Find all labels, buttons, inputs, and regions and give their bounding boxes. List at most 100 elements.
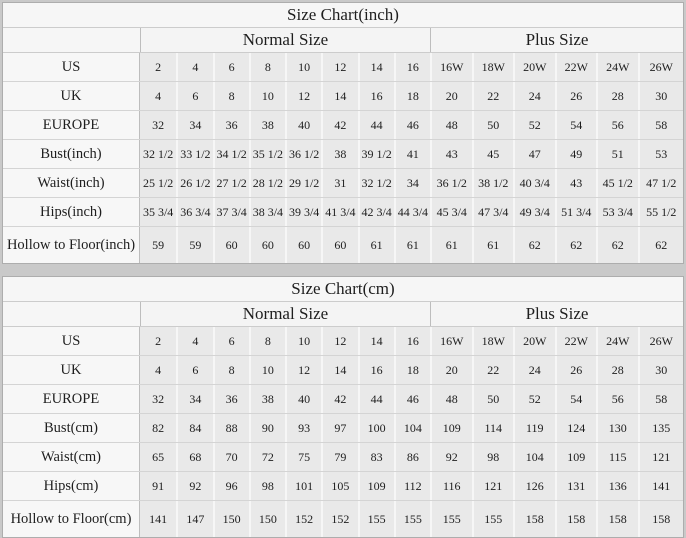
size-cell: 48 (430, 111, 472, 139)
size-cell: 62 (554, 227, 596, 263)
size-cell: 24 (513, 356, 555, 384)
table-row: Bust(inch) 32 1/2 33 1/2 34 1/2 35 1/2 36 1/2… (3, 140, 683, 169)
table-row: Waist(inch) 25 1/2 26 1/2 27 1/2 28 1/2 29 1/… (3, 169, 683, 198)
size-cell: 20 (430, 356, 472, 384)
size-cell: 24 (513, 82, 555, 110)
size-cell: 100 (357, 414, 394, 442)
size-cell: 155 (430, 501, 472, 537)
size-cell: 8 (248, 53, 285, 81)
size-cell: 141 (140, 501, 177, 537)
corner-cell (3, 28, 140, 52)
size-cell: 35 1/2 (248, 140, 285, 168)
size-cell: 62 (513, 227, 555, 263)
size-cell: 92 (430, 443, 472, 471)
size-cell: 98 (248, 472, 285, 500)
size-cell: 58 (637, 385, 683, 413)
table-row: Hips(inch) 35 3/4 36 3/4 37 3/4 38 3/4 39 3/4… (3, 198, 683, 227)
size-cell: 90 (248, 414, 285, 442)
size-cell: 45 1/2 (596, 169, 638, 197)
size-cell: 54 (554, 385, 596, 413)
row-label: Hollow to Floor(inch) (3, 227, 140, 263)
size-cell: 6 (176, 82, 213, 110)
size-cell: 35 3/4 (140, 198, 177, 226)
size-cell: 28 1/2 (248, 169, 285, 197)
size-cell: 4 (140, 356, 177, 384)
size-cell: 20W (513, 53, 555, 81)
size-cell: 121 (637, 443, 683, 471)
size-cell: 60 (285, 227, 322, 263)
table-row: EUROPE 32 34 36 38 40 42 44 46 48 50 52 54 56 58 (3, 385, 683, 414)
row-label: EUROPE (3, 111, 140, 139)
size-cell: 16 (393, 327, 430, 355)
size-cell: 68 (176, 443, 213, 471)
size-cell: 60 (248, 227, 285, 263)
size-chart-cm: Size Chart(cm) Normal Size Plus Size US 2… (2, 276, 684, 538)
size-cell: 25 1/2 (140, 169, 177, 197)
size-cell: 44 (357, 385, 394, 413)
row-label: UK (3, 356, 140, 384)
size-cell: 8 (212, 356, 249, 384)
size-cell: 34 1/2 (212, 140, 249, 168)
size-cell: 155 (357, 501, 394, 537)
size-cell: 46 (393, 385, 430, 413)
size-cell: 26 1/2 (176, 169, 213, 197)
size-chart-inch: Size Chart(inch) Normal Size Plus Size U… (2, 2, 684, 264)
size-cell: 141 (637, 472, 683, 500)
size-cell: 130 (596, 414, 638, 442)
plus-size-header: Plus Size (430, 28, 683, 52)
size-cell: 22W (554, 327, 596, 355)
size-cell: 158 (596, 501, 638, 537)
size-cell: 32 (140, 385, 177, 413)
size-cell: 112 (393, 472, 430, 500)
size-cell: 18W (471, 53, 513, 81)
size-cell: 2 (140, 53, 177, 81)
size-cell: 16 (357, 356, 394, 384)
size-cell: 109 (554, 443, 596, 471)
size-cell: 10 (248, 82, 285, 110)
plus-size-header: Plus Size (430, 302, 683, 326)
size-cell: 61 (471, 227, 513, 263)
size-cell: 4 (176, 327, 213, 355)
size-cell: 26W (637, 327, 683, 355)
table-rows: US 2 4 6 8 10 12 14 16 16W 18W 20W 22W 24W 26W UK 4 6 8 10 1… (3, 53, 683, 263)
size-cell: 4 (140, 82, 177, 110)
size-cell: 121 (471, 472, 513, 500)
size-cell: 42 (321, 385, 358, 413)
table-row: UK 4 6 8 10 12 14 16 18 20 22 24 26 28 30 (3, 82, 683, 111)
size-cell: 38 (248, 385, 285, 413)
size-cell: 16 (357, 82, 394, 110)
size-cell: 26 (554, 82, 596, 110)
size-cell: 2 (140, 327, 177, 355)
size-cell: 65 (140, 443, 177, 471)
size-cell: 59 (176, 227, 213, 263)
size-cell: 53 (637, 140, 683, 168)
size-cell: 49 3/4 (513, 198, 555, 226)
size-cell: 40 (285, 385, 322, 413)
size-cell: 14 (321, 82, 358, 110)
size-cell: 10 (248, 356, 285, 384)
row-label: Waist(cm) (3, 443, 140, 471)
size-cell: 34 (393, 169, 430, 197)
size-cell: 61 (393, 227, 430, 263)
size-cell: 4 (176, 53, 213, 81)
size-cell: 51 (596, 140, 638, 168)
size-cell: 37 3/4 (212, 198, 249, 226)
size-cell: 55 1/2 (637, 198, 683, 226)
size-cell: 36 3/4 (176, 198, 213, 226)
size-cell: 30 (637, 356, 683, 384)
size-cell: 34 (176, 385, 213, 413)
row-label: US (3, 327, 140, 355)
row-label: UK (3, 82, 140, 110)
size-cell: 56 (596, 111, 638, 139)
size-cell: 147 (176, 501, 213, 537)
size-cell: 16W (430, 53, 472, 81)
size-cell: 32 1/2 (140, 140, 177, 168)
size-cell: 158 (637, 501, 683, 537)
row-label: Waist(inch) (3, 169, 140, 197)
size-cell: 34 (176, 111, 213, 139)
size-cell: 14 (321, 356, 358, 384)
size-cell: 20 (430, 82, 472, 110)
size-cell: 18 (393, 82, 430, 110)
size-cell: 38 3/4 (248, 198, 285, 226)
